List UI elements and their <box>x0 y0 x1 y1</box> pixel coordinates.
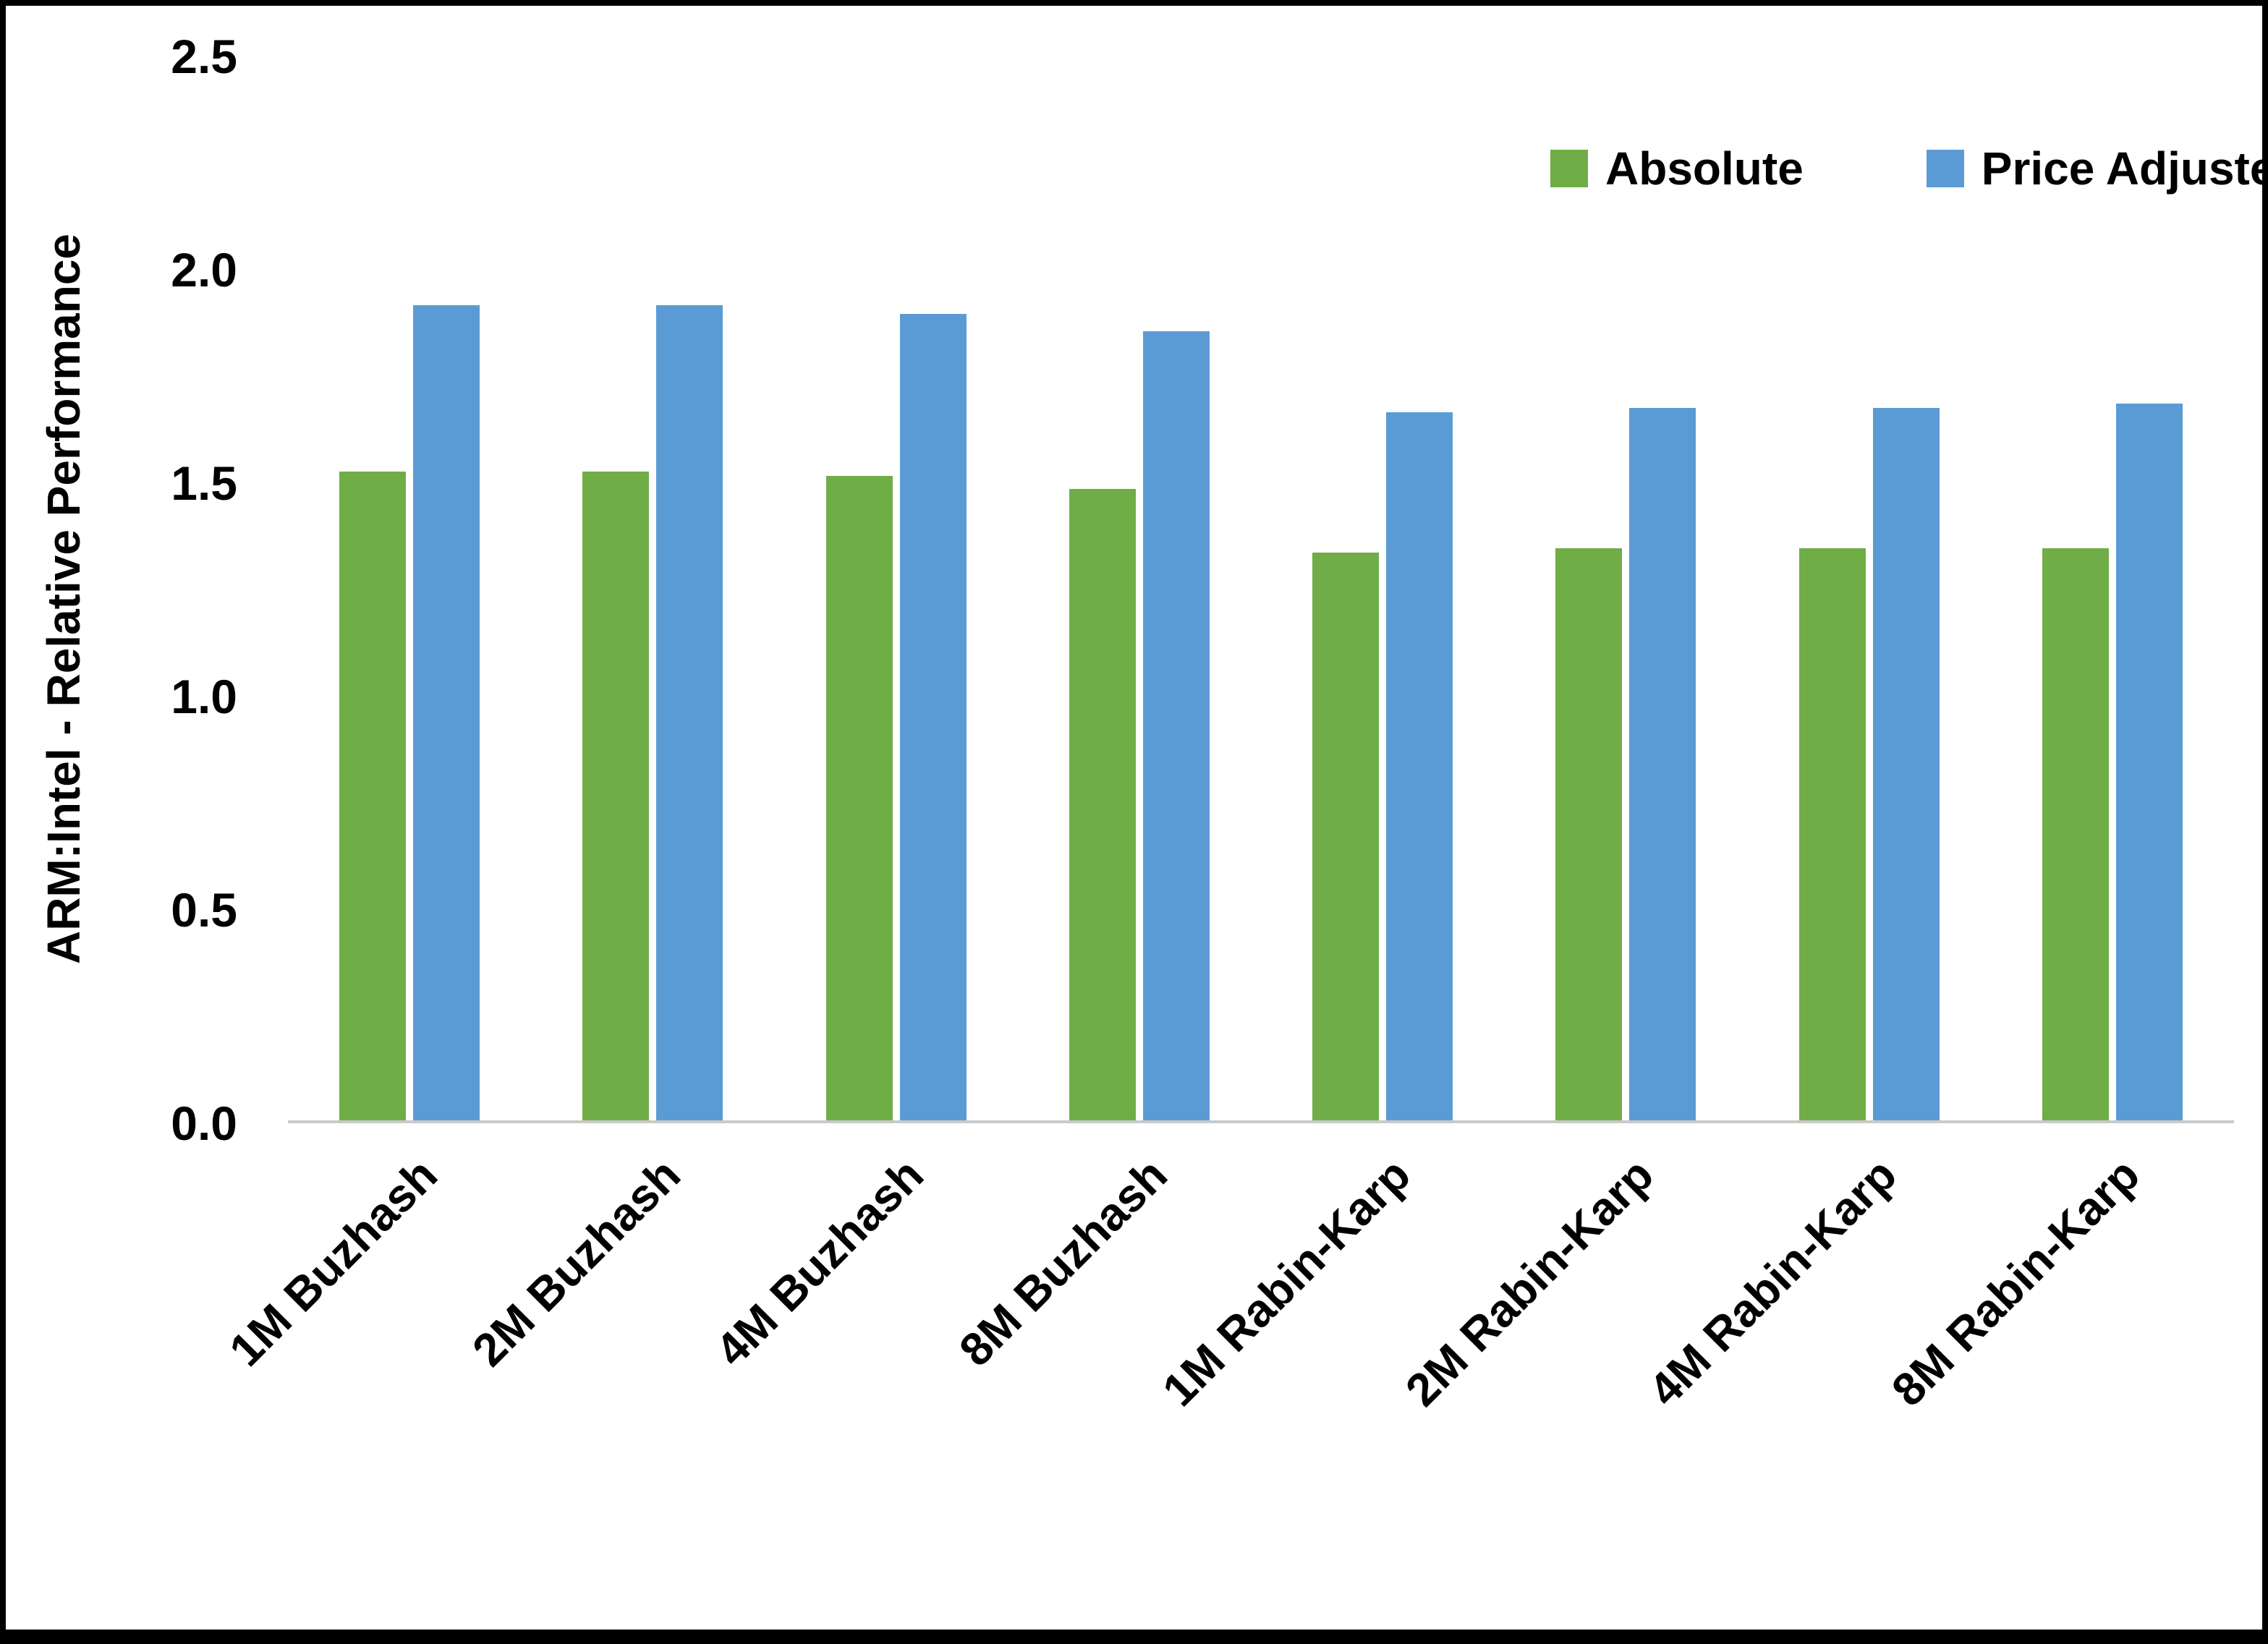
legend-label: Absolute <box>1605 142 1804 195</box>
bar-absolute <box>1312 553 1380 1120</box>
bar-price-adjusted <box>1142 331 1210 1120</box>
bar-price-adjusted <box>413 305 480 1120</box>
x-category-label: 8M Rabin-Karp <box>1882 1148 2150 1416</box>
legend-swatch-icon <box>1550 150 1588 187</box>
legend-item-absolute: Absolute <box>1550 142 1804 195</box>
bar-absolute <box>1069 488 1136 1120</box>
y-axis: 0.0 0.5 1.0 1.5 2.0 2.5 <box>6 30 237 1150</box>
bar-absolute <box>582 472 650 1120</box>
bar-absolute <box>339 472 407 1120</box>
y-tick-label: 1.0 <box>171 670 237 723</box>
bar-absolute <box>1798 548 1866 1120</box>
legend-item-price-adjusted: Price Adjusted <box>1926 142 2262 195</box>
x-axis-labels: 1M Buzhash 2M Buzhash 4M Buzhash 8M Buzhash… <box>219 1126 2234 1531</box>
bar-absolute <box>2042 548 2109 1120</box>
plot-area: Absolute Price Adjusted <box>288 56 2262 1123</box>
bar-price-adjusted <box>899 313 967 1120</box>
bar-price-adjusted <box>1386 412 1453 1120</box>
y-tick-label: 1.5 <box>171 456 237 510</box>
x-category-label: 4M Rabin-Karp <box>1639 1148 1907 1416</box>
x-category-label: 1M Rabin-Karp <box>1152 1148 1420 1416</box>
y-tick-label: 2.5 <box>171 30 237 83</box>
bar-price-adjusted <box>1629 407 1696 1120</box>
x-category-label: 1M Buzhash <box>218 1148 447 1376</box>
x-category-label: 2M Buzhash <box>462 1148 690 1376</box>
x-category-label: 8M Buzhash <box>948 1148 1177 1376</box>
bar-price-adjusted <box>656 305 723 1120</box>
bar-price-adjusted <box>2115 403 2183 1120</box>
bar-price-adjusted <box>1872 407 1940 1120</box>
legend: Absolute Price Adjusted <box>1550 142 2262 195</box>
x-category-label: 2M Rabin-Karp <box>1395 1148 1663 1416</box>
y-tick-label: 2.0 <box>171 243 237 297</box>
x-category-label: 4M Buzhash <box>705 1148 934 1376</box>
y-tick-label: 0.5 <box>171 883 237 937</box>
legend-label: Price Adjusted <box>1981 142 2262 195</box>
bar-absolute <box>825 476 893 1120</box>
y-tick-label: 0.0 <box>171 1096 237 1150</box>
bar-absolute <box>1555 548 1623 1120</box>
legend-swatch-icon <box>1926 150 1964 187</box>
